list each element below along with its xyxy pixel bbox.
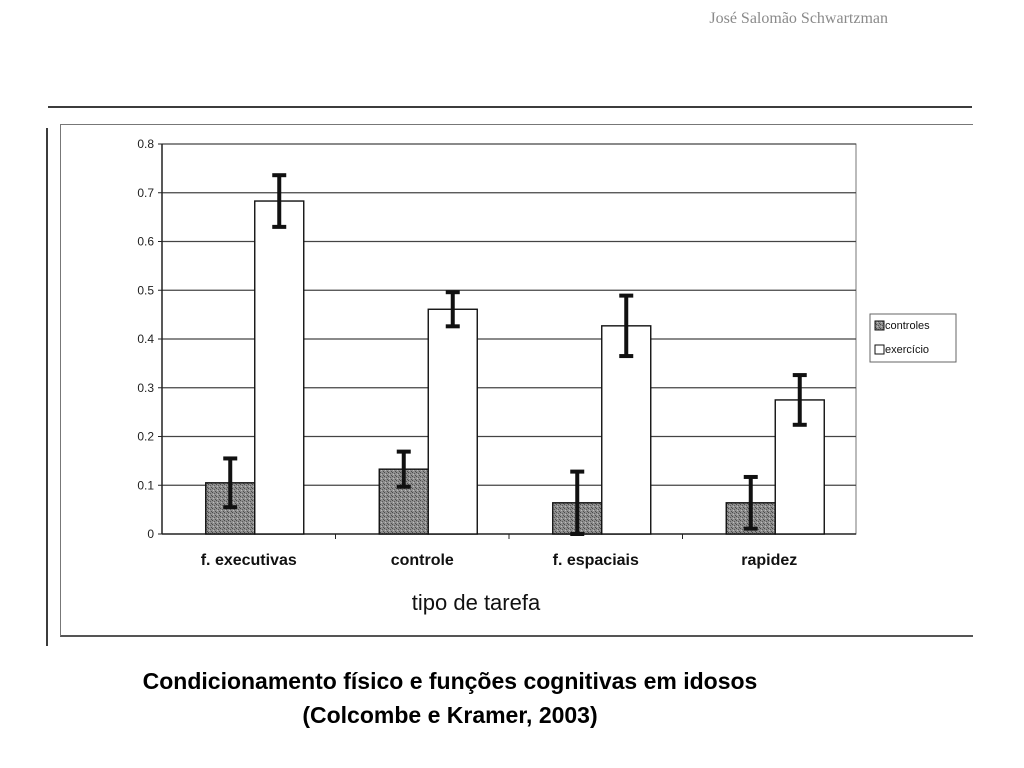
error-bar [396, 449, 411, 489]
x-category-label: f. espaciais [553, 552, 639, 569]
y-tick-label: 0.8 [137, 137, 154, 151]
legend: controles exercício [869, 313, 957, 363]
scan-border-left [46, 128, 48, 646]
y-tick-label: 0.7 [137, 186, 154, 200]
x-category-label: rapidez [741, 552, 797, 569]
x-category-label: controle [391, 552, 454, 569]
x-axis-title: tipo de tarefa [412, 590, 541, 615]
caption-citation: (Colcombe e Kramer, 2003) [302, 702, 598, 728]
error-bar [445, 290, 460, 329]
error-bar [792, 373, 807, 427]
error-bar [223, 456, 238, 510]
axis-labels: 0 0.1 0.2 0.3 0.4 0.5 0.6 0.7 0.8 f. executivas co… [137, 137, 797, 615]
error-bar [570, 469, 585, 536]
error-bar [619, 293, 634, 359]
y-tick-label: 0.3 [137, 381, 154, 395]
legend-label: controles [885, 320, 930, 332]
caption-title: Condicionamento físico e funções cogniti… [142, 668, 758, 694]
y-tick-label: 0.5 [137, 283, 154, 297]
legend-swatch-exercicio [874, 344, 885, 355]
legend-label: exercício [885, 344, 929, 356]
y-tick-label: 0.1 [137, 478, 154, 492]
y-tick-label: 0.6 [137, 235, 154, 249]
x-category-label: f. executivas [201, 552, 297, 569]
legend-swatch-controles [874, 320, 885, 331]
y-tick-label: 0 [147, 527, 154, 541]
chart-frame [60, 124, 973, 637]
error-bar [272, 173, 287, 229]
y-tick-label: 0.4 [137, 332, 154, 346]
scan-border-top [48, 106, 972, 108]
bar-chart: 0 0.1 0.2 0.3 0.4 0.5 0.6 0.7 0.8 f. executivas co… [137, 137, 957, 615]
bar-exercicio [254, 200, 305, 535]
bar-exercicio [427, 308, 478, 535]
y-tick-label: 0.2 [137, 430, 154, 444]
author-name: José Salomão Schwartzman [709, 10, 888, 27]
error-bar [743, 474, 758, 531]
bars [205, 173, 825, 536]
